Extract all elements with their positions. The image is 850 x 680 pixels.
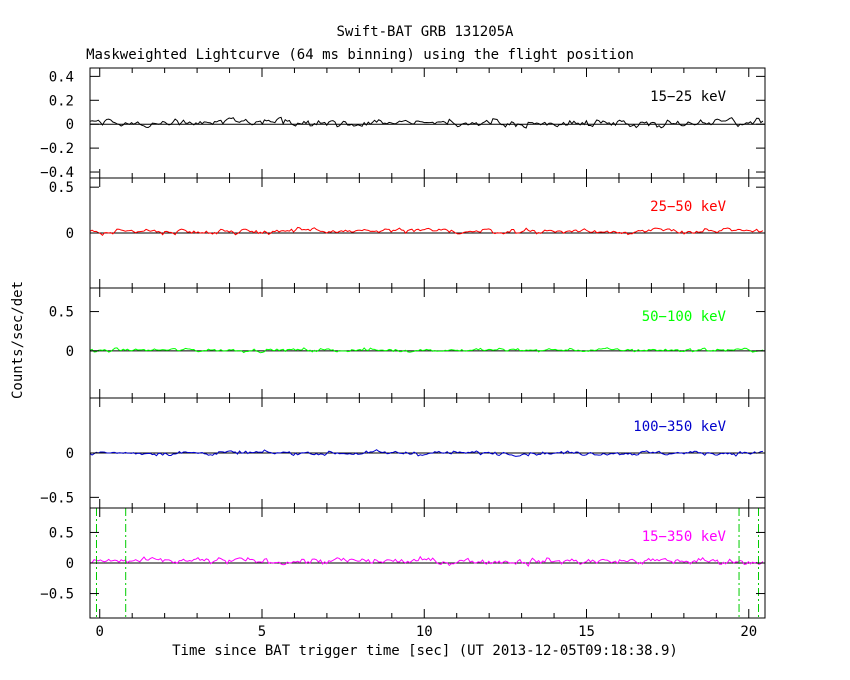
y-tick-label: 0 [66,226,74,242]
band-label: 25−50 keV [650,199,726,215]
chart-subtitle: Maskweighted Lightcurve (64 ms binning) … [86,47,634,63]
y-tick-label: 0.5 [49,180,74,196]
x-tick-label: 10 [416,624,433,640]
chart-title: Swift-BAT GRB 131205A [336,24,514,40]
y-tick-label: −0.4 [40,165,74,181]
y-axis-label: Counts/sec/det [10,281,26,399]
y-tick-label: 0.2 [49,93,74,109]
series-line [89,347,764,354]
y-tick-label: 0.5 [49,305,74,321]
y-tick-label: −0.2 [40,141,74,157]
panel-frame [89,287,766,399]
panel-5: −0.5 0 0.5 15−350 keV [40,507,766,619]
y-tick-label: 0 [66,556,74,572]
band-label: 15−350 keV [642,529,727,545]
x-tick-label: 5 [258,624,266,640]
y-tick-label: 0.4 [49,69,74,85]
series-line [89,449,764,457]
y-tick-label: 0.5 [49,525,74,541]
series-line [89,116,764,129]
y-tick-label: 0 [66,446,74,462]
band-label: 100−350 keV [633,419,726,435]
y-tick-label: −0.5 [40,490,74,506]
y-tick-label: −0.5 [40,587,74,603]
y-tick-label: 0 [66,117,74,133]
y-tick-label: 0 [66,344,74,360]
panel-4: −0.5 0 100−350 keV [40,397,766,509]
series-line [89,555,764,568]
panels-group: −0.4 −0.2 0 0.2 0.4 15−25 keV 0 0.5 25−50 keV 0 0.… [40,67,766,619]
x-tick-label: 0 [96,624,104,640]
band-label: 50−100 keV [642,309,727,325]
x-tick-label: 15 [578,624,595,640]
panel-2: 0 0.5 25−50 keV [49,177,766,289]
x-tick-labels: 0 5 10 15 20 [96,624,758,640]
panel-3: 0 0.5 50−100 keV [49,287,766,399]
x-tick-label: 20 [740,624,757,640]
x-axis-label: Time since BAT trigger time [sec] (UT 20… [172,643,678,659]
band-label: 15−25 keV [650,89,726,105]
series-line [89,226,764,237]
panel-1: −0.4 −0.2 0 0.2 0.4 15−25 keV [40,67,766,181]
